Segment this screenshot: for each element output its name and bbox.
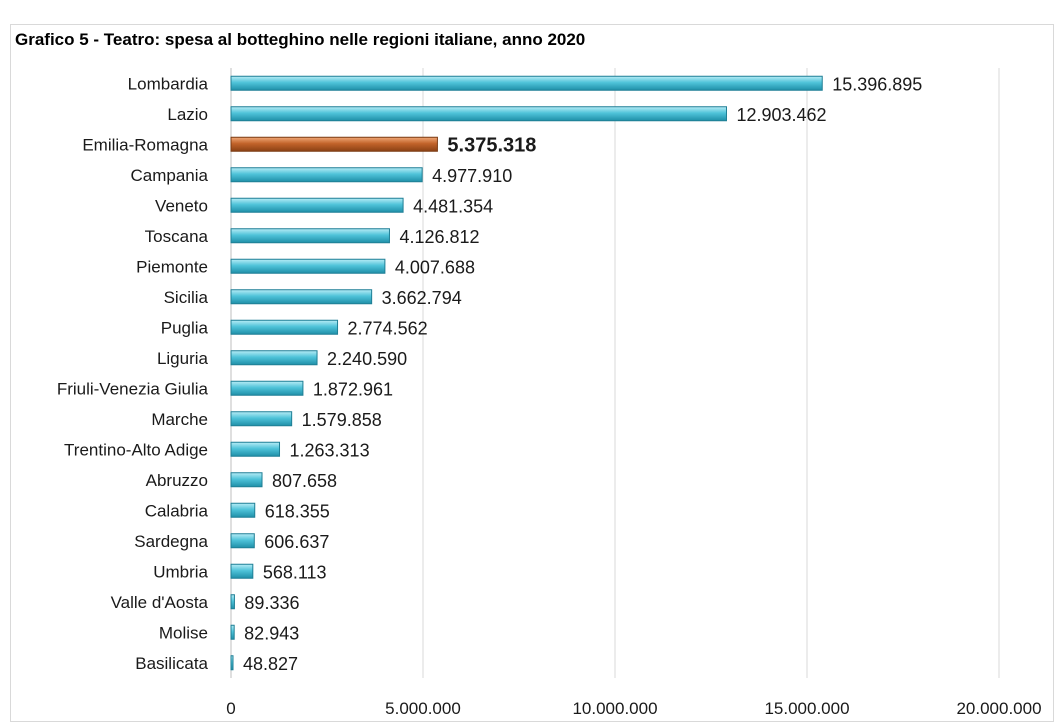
bar [230, 655, 234, 671]
x-tick-label: 10.000.000 [572, 699, 657, 718]
data-label: 2.240.590 [327, 349, 407, 369]
category-label: Liguria [157, 349, 209, 368]
category-label: Puglia [161, 318, 209, 337]
bar [230, 441, 281, 457]
chart-frame [10, 24, 1054, 722]
data-label: 4.977.910 [432, 166, 512, 186]
bar [230, 228, 390, 244]
category-label: Campania [131, 166, 209, 185]
data-label: 5.375.318 [447, 134, 536, 156]
data-label: 12.903.462 [736, 105, 826, 125]
category-label: Sardegna [134, 532, 208, 551]
bar [230, 411, 293, 427]
data-label: 2.774.562 [348, 318, 428, 338]
category-label: Marche [151, 410, 208, 429]
data-label: 4.126.812 [399, 227, 479, 247]
x-tick-label: 0 [226, 699, 235, 718]
category-label: Veneto [155, 196, 208, 215]
category-label: Molise [159, 623, 208, 642]
category-label: Valle d'Aosta [111, 593, 209, 612]
category-label: Abruzzo [146, 471, 208, 490]
category-label: Lazio [167, 105, 208, 124]
x-tick-label: 20.000.000 [956, 699, 1041, 718]
bar [230, 75, 823, 91]
bar [230, 380, 304, 396]
data-label: 606.637 [264, 532, 329, 552]
bar [230, 136, 438, 152]
category-label: Basilicata [135, 654, 208, 673]
category-label: Sicilia [164, 288, 209, 307]
x-tick-label: 15.000.000 [764, 699, 849, 718]
bar [230, 594, 235, 610]
bar [230, 167, 423, 183]
data-label: 3.662.794 [382, 288, 462, 308]
category-label: Umbria [153, 562, 208, 581]
bar [230, 319, 339, 335]
category-label: Friuli-Venezia Giulia [57, 379, 209, 398]
category-label: Toscana [145, 227, 209, 246]
data-label: 48.827 [243, 654, 298, 674]
data-label: 89.336 [244, 593, 299, 613]
data-label: 568.113 [263, 562, 327, 582]
data-label: 1.872.961 [313, 379, 393, 399]
data-label: 82.943 [244, 623, 299, 643]
data-label: 15.396.895 [832, 74, 922, 94]
data-label: 4.481.354 [413, 196, 493, 216]
bar [230, 624, 235, 640]
bar [230, 289, 373, 305]
bar [230, 350, 318, 366]
data-label: 618.355 [265, 501, 330, 521]
x-tick-label: 5.000.000 [385, 699, 461, 718]
bar [230, 472, 263, 488]
category-label: Emilia-Romagna [82, 135, 208, 154]
category-label: Calabria [145, 501, 209, 520]
bar [230, 502, 256, 518]
data-label: 1.579.858 [302, 410, 382, 430]
bar [230, 533, 255, 549]
chart-title: Grafico 5 - Teatro: spesa al botteghino … [15, 30, 586, 49]
bar [230, 106, 727, 122]
bar [230, 563, 254, 579]
bar [230, 197, 404, 213]
category-label: Lombardia [128, 74, 209, 93]
data-label: 807.658 [272, 471, 337, 491]
category-label: Piemonte [136, 257, 208, 276]
category-label: Trentino-Alto Adige [64, 440, 208, 459]
data-label: 1.263.313 [290, 440, 370, 460]
data-label: 4.007.688 [395, 257, 475, 277]
bar [230, 258, 386, 274]
